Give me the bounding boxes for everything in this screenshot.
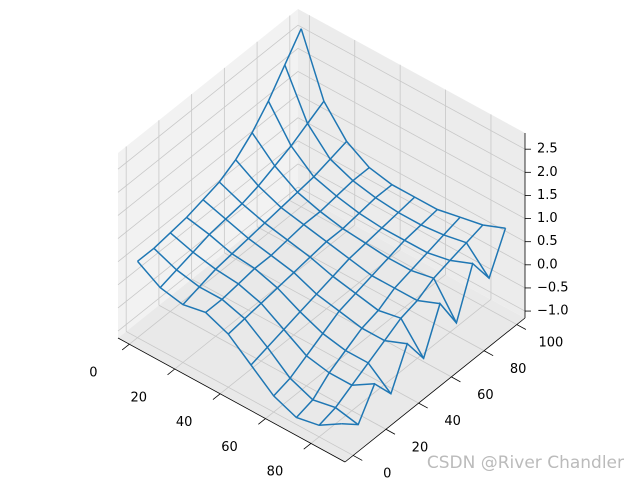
z-tick-label: 1.0 — [537, 211, 558, 226]
grid-line — [297, 24, 526, 150]
wire-column — [267, 100, 473, 265]
wire-column — [235, 159, 441, 305]
x-tick — [167, 368, 175, 376]
watermark: CSDN @River Chandler — [427, 453, 624, 473]
grid-line — [297, 94, 526, 219]
x-tick-label: 60 — [221, 440, 238, 455]
y-tick — [418, 402, 428, 409]
wire-column — [153, 247, 359, 426]
y-tick — [451, 376, 461, 383]
grid-line — [297, 163, 526, 289]
grid-line — [297, 186, 526, 312]
y-tick — [516, 324, 527, 330]
grid-line — [191, 278, 419, 404]
z-tick-label: 2.5 — [537, 142, 558, 157]
y-tick-label: 0 — [383, 467, 391, 480]
x-axis — [117, 337, 346, 463]
grid-line — [297, 140, 526, 266]
grid-line — [125, 331, 354, 456]
grid-line — [297, 71, 526, 196]
x-tick — [121, 343, 130, 351]
y-axis — [344, 317, 526, 463]
z-tick-label: 2.0 — [537, 165, 558, 180]
y-tick — [385, 428, 396, 435]
z-tick-label: −0.5 — [537, 280, 569, 295]
wire-column — [136, 260, 342, 427]
y-tick-label: 20 — [412, 440, 429, 455]
y-tick — [483, 350, 494, 357]
left-pane — [118, 9, 298, 338]
y-tick-label: 40 — [444, 414, 461, 429]
grid-line — [256, 226, 485, 352]
grid-line — [265, 274, 446, 419]
y-tick-label: 60 — [477, 388, 494, 403]
wire-column — [251, 132, 458, 324]
wire-column — [284, 64, 490, 279]
x-tick-label: 0 — [89, 366, 97, 381]
z-tick-label: 0.5 — [537, 234, 558, 249]
grid-line — [117, 117, 299, 262]
wire-column — [202, 199, 408, 345]
grid-line — [297, 47, 526, 173]
grid-line — [174, 224, 355, 370]
x-tick — [303, 443, 312, 450]
x-tick-label: 20 — [130, 390, 147, 405]
x-tick — [258, 418, 266, 425]
grid-line — [117, 48, 299, 193]
grid-line — [289, 200, 518, 325]
x-tick-label: 80 — [267, 465, 284, 480]
y-tick-label: 100 — [538, 336, 563, 351]
floor-pane — [118, 194, 525, 462]
wire-column — [169, 232, 375, 386]
x-tick-label: 40 — [176, 415, 193, 430]
grid-line — [117, 24, 299, 170]
grid-line — [117, 94, 299, 239]
y-tick — [352, 455, 363, 461]
z-tick-label: 1.5 — [537, 188, 558, 203]
z-tick-label: −1.0 — [537, 304, 569, 319]
grid-line — [224, 252, 452, 378]
grid-line — [310, 299, 492, 444]
x-tick — [212, 393, 221, 400]
grid-line — [158, 304, 387, 430]
wire-column — [186, 216, 392, 395]
grid-line — [297, 117, 526, 243]
wire-column — [218, 181, 425, 359]
grid-line — [117, 71, 299, 216]
z-tick-label: 0.0 — [537, 257, 558, 272]
grid-line — [117, 140, 299, 286]
wire-column — [300, 28, 506, 229]
grid-line — [117, 186, 299, 332]
y-tick-label: 80 — [510, 362, 527, 377]
